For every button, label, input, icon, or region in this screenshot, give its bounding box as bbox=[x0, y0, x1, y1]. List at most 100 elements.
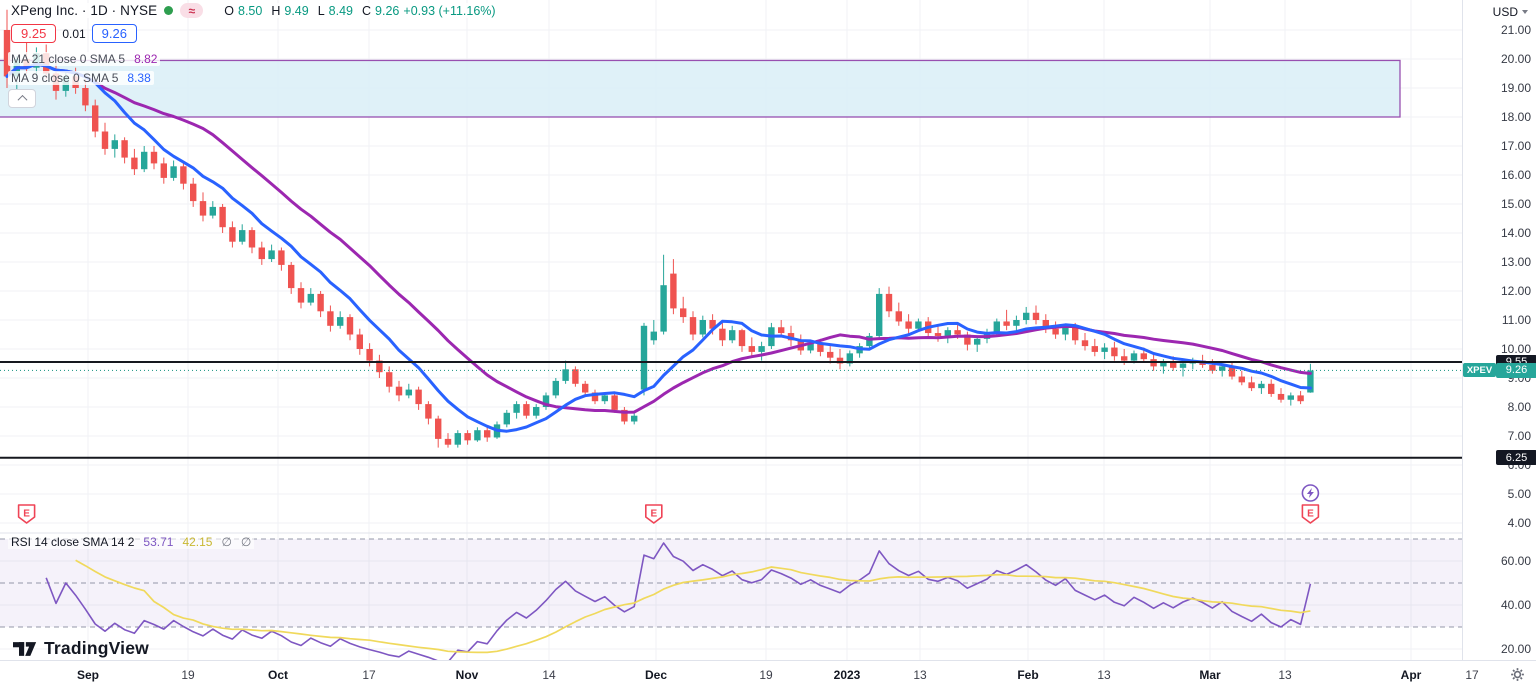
high-label: H bbox=[271, 3, 281, 18]
candle bbox=[435, 415, 442, 448]
high-value: 9.49 bbox=[284, 3, 309, 18]
rsi-line bbox=[45, 542, 1312, 660]
candle bbox=[268, 244, 275, 262]
candle bbox=[1277, 388, 1285, 403]
ma9-legend-row[interactable]: MA 9 close 0 SMA 5 8.38 bbox=[8, 71, 154, 85]
candle bbox=[1179, 360, 1187, 377]
collapse-legend-button[interactable] bbox=[8, 89, 36, 108]
candle bbox=[895, 302, 902, 326]
candle bbox=[1287, 392, 1294, 406]
time-axis-label: Oct bbox=[267, 668, 289, 682]
candle bbox=[376, 354, 383, 378]
ohlc-values: O 8.50 H 9.49 L 8.49 C 9.26 +0.93 (+11.16%) bbox=[219, 4, 495, 18]
close-value: 9.26 bbox=[375, 3, 400, 18]
price-axis[interactable]: USD 21.00 20.00 19.00 18.00 17.00 16.00 15.00 1… bbox=[1462, 0, 1536, 660]
svg-text:E: E bbox=[23, 509, 30, 520]
trade-buttons-row: 9.25 0.01 9.26 bbox=[8, 24, 140, 43]
price-axis-label: 20.00 bbox=[1500, 52, 1531, 66]
ma21-legend-row[interactable]: MA 21 close 0 SMA 5 8.82 bbox=[8, 52, 161, 66]
open-value: 8.50 bbox=[238, 3, 263, 18]
chevron-up-icon bbox=[17, 94, 27, 105]
rsi-hidden-band-icon: ∅ bbox=[240, 535, 252, 549]
candle bbox=[552, 378, 559, 399]
price-axis-label: 11.00 bbox=[1501, 313, 1531, 327]
candle bbox=[974, 335, 981, 352]
candle bbox=[836, 349, 844, 370]
time-axis-label: 14 bbox=[542, 668, 556, 682]
rsi-band bbox=[0, 532, 1462, 628]
candle bbox=[317, 291, 324, 318]
candle bbox=[484, 427, 491, 442]
time-axis[interactable]: Sep 19 Oct 17 Nov 14 Dec 19 2023 13 Feb 13 Mar 13 Apr 1… bbox=[0, 660, 1536, 687]
candle bbox=[787, 325, 795, 347]
candle bbox=[297, 282, 305, 309]
time-axis-label: 19 bbox=[759, 668, 773, 682]
settings-gear-button[interactable] bbox=[1510, 667, 1525, 687]
chevron-down-icon bbox=[1522, 10, 1528, 14]
price-axis-label: 21.00 bbox=[1500, 23, 1531, 37]
svg-text:E: E bbox=[650, 509, 657, 520]
price-axis-label: 13.00 bbox=[1500, 255, 1531, 269]
candle bbox=[738, 328, 746, 352]
candle bbox=[111, 134, 118, 158]
candle bbox=[258, 241, 265, 265]
candle bbox=[150, 146, 158, 170]
time-axis-label: Nov bbox=[455, 668, 479, 682]
candle bbox=[1052, 321, 1059, 339]
candle bbox=[356, 328, 363, 355]
candle bbox=[699, 315, 706, 338]
rsi-axis-label: 20.00 bbox=[1500, 642, 1531, 656]
buy-price-button[interactable]: 9.26 bbox=[91, 24, 137, 43]
candle bbox=[1091, 338, 1098, 357]
candle bbox=[219, 204, 226, 233]
time-axis-label: Feb bbox=[1017, 668, 1039, 682]
candle bbox=[631, 412, 638, 425]
candle bbox=[689, 311, 697, 341]
ma9-value: 8.38 bbox=[127, 71, 151, 85]
candle bbox=[905, 314, 912, 335]
candle bbox=[101, 122, 109, 155]
candle bbox=[1258, 380, 1265, 394]
candle bbox=[1081, 333, 1089, 351]
rsi-axis-label: 40.00 bbox=[1500, 598, 1531, 612]
price-axis-label: 19.00 bbox=[1500, 81, 1531, 95]
price-axis-label: 8.00 bbox=[1507, 400, 1531, 414]
candle bbox=[866, 333, 873, 349]
candle bbox=[395, 380, 403, 402]
earnings-icon[interactable]: E bbox=[17, 504, 36, 524]
candle bbox=[846, 350, 853, 367]
data-status-pill[interactable]: ≈ bbox=[180, 3, 204, 18]
sell-price-button[interactable]: 9.25 bbox=[11, 24, 57, 43]
market-status-dot-icon[interactable] bbox=[164, 6, 174, 15]
time-axis-label: 13 bbox=[913, 668, 927, 682]
candle bbox=[121, 137, 128, 164]
candle bbox=[444, 433, 452, 448]
candle bbox=[425, 401, 432, 425]
earnings-icon[interactable]: E bbox=[1301, 504, 1320, 524]
time-axis-label: Dec bbox=[644, 668, 668, 682]
symbol-title[interactable]: XPeng Inc. · 1D · NYSE bbox=[11, 3, 158, 18]
candle bbox=[1297, 391, 1304, 405]
level-price-marker: 6.25 bbox=[1496, 450, 1536, 466]
flash-event-icon[interactable] bbox=[1301, 484, 1320, 502]
time-axis-label: 13 bbox=[1097, 668, 1111, 682]
symbol-legend-row: XPeng Inc. · 1D · NYSE ≈ O 8.50 H 9.49 L 8.… bbox=[8, 3, 499, 18]
candle bbox=[248, 227, 256, 254]
candle bbox=[454, 430, 461, 448]
candle bbox=[288, 262, 295, 294]
candle bbox=[1101, 343, 1108, 360]
candle bbox=[92, 99, 99, 138]
change-value: +0.93 (+11.16%) bbox=[403, 3, 496, 18]
rsi-hidden-band-icon: ∅ bbox=[221, 535, 232, 549]
rsi-axis-label: 60.00 bbox=[1500, 554, 1531, 568]
currency-selector[interactable]: USD bbox=[1493, 5, 1528, 19]
price-axis-label: 16.00 bbox=[1500, 168, 1531, 182]
rsi-label: RSI 14 close SMA 14 2 bbox=[11, 535, 135, 549]
tradingview-logo[interactable]: TradingView bbox=[13, 638, 149, 659]
earnings-icon[interactable]: E bbox=[644, 504, 663, 524]
candle bbox=[729, 325, 736, 344]
rsi-legend-row[interactable]: RSI 14 close SMA 14 2 53.71 42.15 ∅ ∅ bbox=[8, 535, 255, 549]
candle bbox=[758, 341, 765, 361]
